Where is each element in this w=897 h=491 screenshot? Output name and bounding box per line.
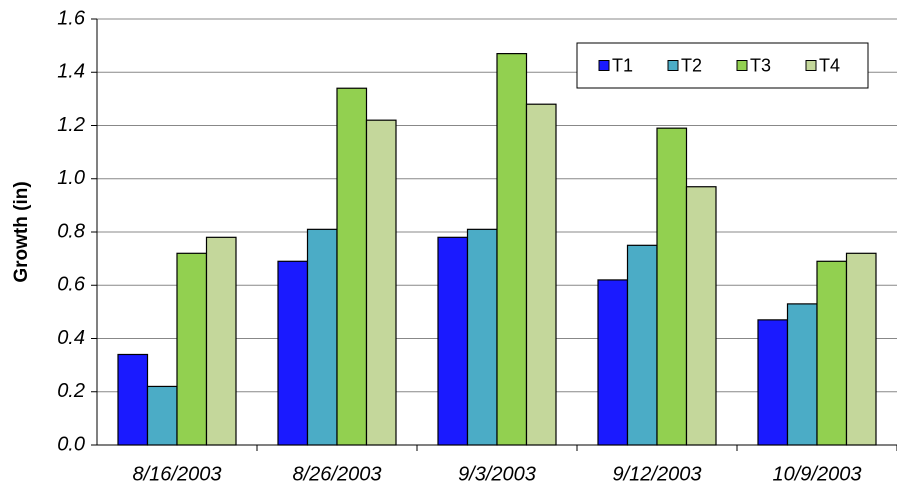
x-tick-label: 10/9/2003	[773, 463, 862, 485]
bar	[845, 252, 877, 446]
legend-label: T3	[750, 55, 771, 75]
bar	[656, 127, 688, 446]
bar	[685, 186, 717, 446]
bar	[757, 319, 789, 446]
bar	[336, 87, 368, 446]
legend-label: T4	[819, 55, 840, 75]
bar	[525, 103, 557, 446]
legend-swatch	[667, 60, 679, 71]
legend-swatch	[805, 60, 817, 71]
bar	[205, 236, 237, 446]
legend-label: T1	[612, 55, 633, 75]
y-tick-label: 0.4	[57, 327, 85, 349]
x-tick-label: 8/16/2003	[133, 463, 222, 485]
legend-label: T2	[681, 55, 702, 75]
bar	[496, 53, 528, 446]
y-tick-label: 0.0	[57, 433, 85, 455]
bar	[626, 244, 658, 446]
bar	[146, 385, 178, 446]
bar	[466, 228, 498, 446]
x-tick-label: 9/3/2003	[458, 463, 536, 485]
legend-box	[576, 42, 869, 89]
y-axis-label: Growth (in)	[11, 181, 32, 282]
bar	[597, 279, 629, 446]
bar	[786, 303, 818, 446]
bar	[117, 353, 149, 446]
y-tick-label: 1.2	[57, 114, 85, 136]
legend-swatch	[736, 60, 748, 71]
y-tick-label: 1.0	[57, 167, 85, 189]
y-tick-label: 0.8	[57, 220, 85, 242]
legend-swatch	[598, 60, 610, 71]
y-tick-label: 1.6	[57, 7, 86, 29]
bar	[437, 236, 469, 446]
y-tick-label: 0.2	[57, 380, 85, 402]
bar	[365, 119, 397, 446]
bar	[277, 260, 309, 446]
bar	[176, 252, 208, 446]
bar	[816, 260, 848, 446]
bar	[306, 228, 338, 446]
y-tick-label: 1.4	[57, 61, 85, 83]
x-tick-label: 9/12/2003	[613, 463, 702, 485]
y-tick-label: 0.6	[57, 274, 86, 296]
x-tick-label: 8/26/2003	[293, 463, 382, 485]
